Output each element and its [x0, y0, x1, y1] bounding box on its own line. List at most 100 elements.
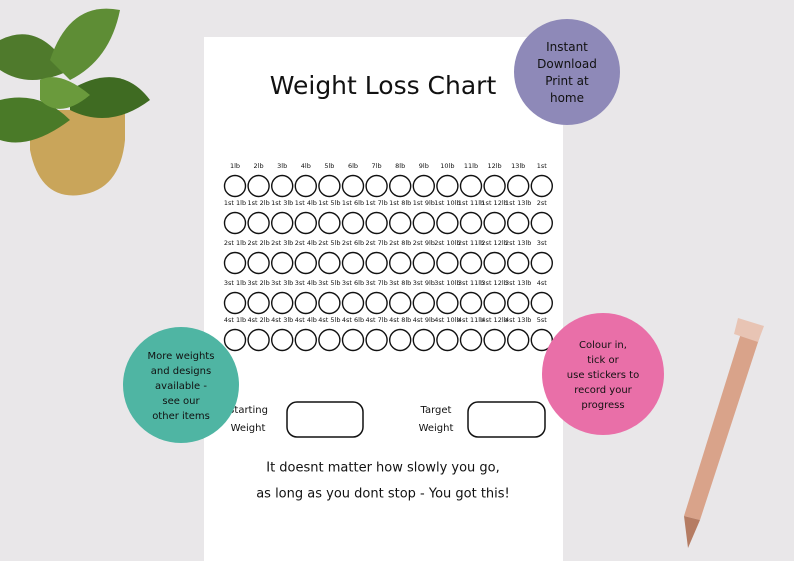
grid-circle — [341, 328, 365, 352]
grid-label: 1st 9lb — [413, 199, 435, 207]
grid-circle — [294, 211, 317, 235]
grid-circle — [389, 291, 412, 315]
grid-label: 10lb — [440, 162, 454, 170]
grid-circle — [507, 211, 530, 235]
grid-label: 1st 13lb — [505, 199, 531, 207]
grid-label: 1st 11lb — [458, 199, 484, 207]
grid-label: 5st — [537, 316, 548, 324]
grid-label: 4st 1lb — [224, 316, 246, 324]
badge-more — [123, 327, 239, 443]
grid-label: 2st — [537, 199, 548, 207]
grid-circle — [318, 328, 341, 352]
badge-line: other items — [152, 411, 210, 422]
grid-circle — [341, 174, 365, 198]
grid-label: 2st 8lb — [389, 239, 411, 247]
grid-label: 2st 1lb — [224, 239, 246, 247]
grid-label: 12lb — [487, 162, 501, 170]
grid-circle — [507, 328, 530, 352]
badge-line: available - — [155, 381, 207, 392]
grid-circle — [530, 251, 553, 275]
grid-circle — [294, 328, 317, 352]
grid-circle — [507, 251, 530, 275]
grid-circle — [412, 211, 435, 235]
grid-label: 3st 2lb — [247, 279, 269, 287]
badge-line: record your — [574, 385, 632, 396]
badge-download — [514, 19, 620, 125]
grid-circle — [365, 291, 388, 315]
grid-circle — [341, 251, 365, 275]
target-label: Target — [420, 405, 452, 416]
grid-circle — [247, 291, 270, 315]
grid-circle — [365, 328, 388, 352]
quote-line: as long as you dont stop - You got this! — [256, 487, 510, 502]
grid-label: 1st 3lb — [271, 199, 293, 207]
grid-circle — [318, 251, 341, 275]
grid-circle — [412, 251, 435, 275]
grid-circle — [530, 328, 553, 352]
grid-circle — [271, 328, 294, 352]
target-box — [467, 401, 546, 438]
grid-circle — [483, 251, 506, 275]
badge-line: More weights — [148, 351, 215, 362]
grid-circle — [341, 211, 365, 235]
plant — [0, 8, 150, 196]
badge-line: Colour in, — [579, 340, 627, 351]
badge-line: home — [550, 91, 584, 105]
grid-circle — [459, 251, 483, 275]
grid-label: 2st 13lb — [505, 239, 531, 247]
badge-line: see our — [162, 396, 200, 407]
grid-circle — [459, 291, 483, 315]
grid-label: 2st 5lb — [318, 239, 340, 247]
starting-label: Weight — [231, 423, 266, 434]
grid-label: 3st 6lb — [342, 279, 364, 287]
grid-label: 1lb — [230, 162, 240, 170]
grid-circle — [483, 174, 506, 198]
grid-label: 1st 7lb — [365, 199, 387, 207]
grid-circle — [365, 211, 388, 235]
grid-label: 3st 3lb — [271, 279, 293, 287]
grid-circle — [223, 251, 247, 275]
target-label: Weight — [419, 423, 454, 434]
grid-label: 4st 3lb — [271, 316, 293, 324]
grid-label: 4st — [537, 279, 548, 287]
grid-label: 3st 5lb — [318, 279, 340, 287]
grid-label: 7lb — [372, 162, 382, 170]
grid-circle — [247, 211, 270, 235]
grid: 1lb 2lb 3lb 4lb 5lb 6lb 7lb 8lb 9lb 10lb 11lb 12lb 1… — [223, 162, 553, 352]
grid-circle — [483, 211, 506, 235]
grid-label: 3st 1lb — [224, 279, 246, 287]
grid-label: 8lb — [395, 162, 405, 170]
badge-line: Instant — [546, 40, 588, 54]
grid-label: 4st 5lb — [318, 316, 340, 324]
grid-label: 3st 12lb — [481, 279, 507, 287]
grid-label: 3st — [537, 239, 548, 247]
grid-circle — [318, 211, 341, 235]
grid-circle — [507, 291, 530, 315]
badge-line: and designs — [151, 366, 211, 377]
grid-circle — [412, 328, 435, 352]
grid-circle — [271, 174, 294, 198]
grid-circle — [530, 291, 553, 315]
grid-circle — [223, 291, 247, 315]
grid-circle — [271, 211, 294, 235]
grid-label: 1st 6lb — [342, 199, 364, 207]
grid-label: 4st 11lb — [458, 316, 484, 324]
grid-label: 2st 7lb — [365, 239, 387, 247]
starting-box — [286, 401, 364, 438]
grid-label: 13lb — [511, 162, 525, 170]
grid-label: 1st 4lb — [295, 199, 317, 207]
grid-label: 3st 10lb — [434, 279, 460, 287]
grid-circle — [365, 174, 388, 198]
grid-circle — [318, 174, 341, 198]
grid-circle — [318, 291, 341, 315]
grid-circle — [223, 211, 247, 235]
grid-circle — [294, 251, 317, 275]
grid-label: 4st 12lb — [481, 316, 507, 324]
grid-label: 3st 11lb — [458, 279, 484, 287]
grid-label: 2st 9lb — [413, 239, 435, 247]
grid-label: 11lb — [464, 162, 478, 170]
grid-circle — [365, 251, 388, 275]
grid-label: 4st 2lb — [247, 316, 269, 324]
grid-circle — [223, 174, 247, 198]
